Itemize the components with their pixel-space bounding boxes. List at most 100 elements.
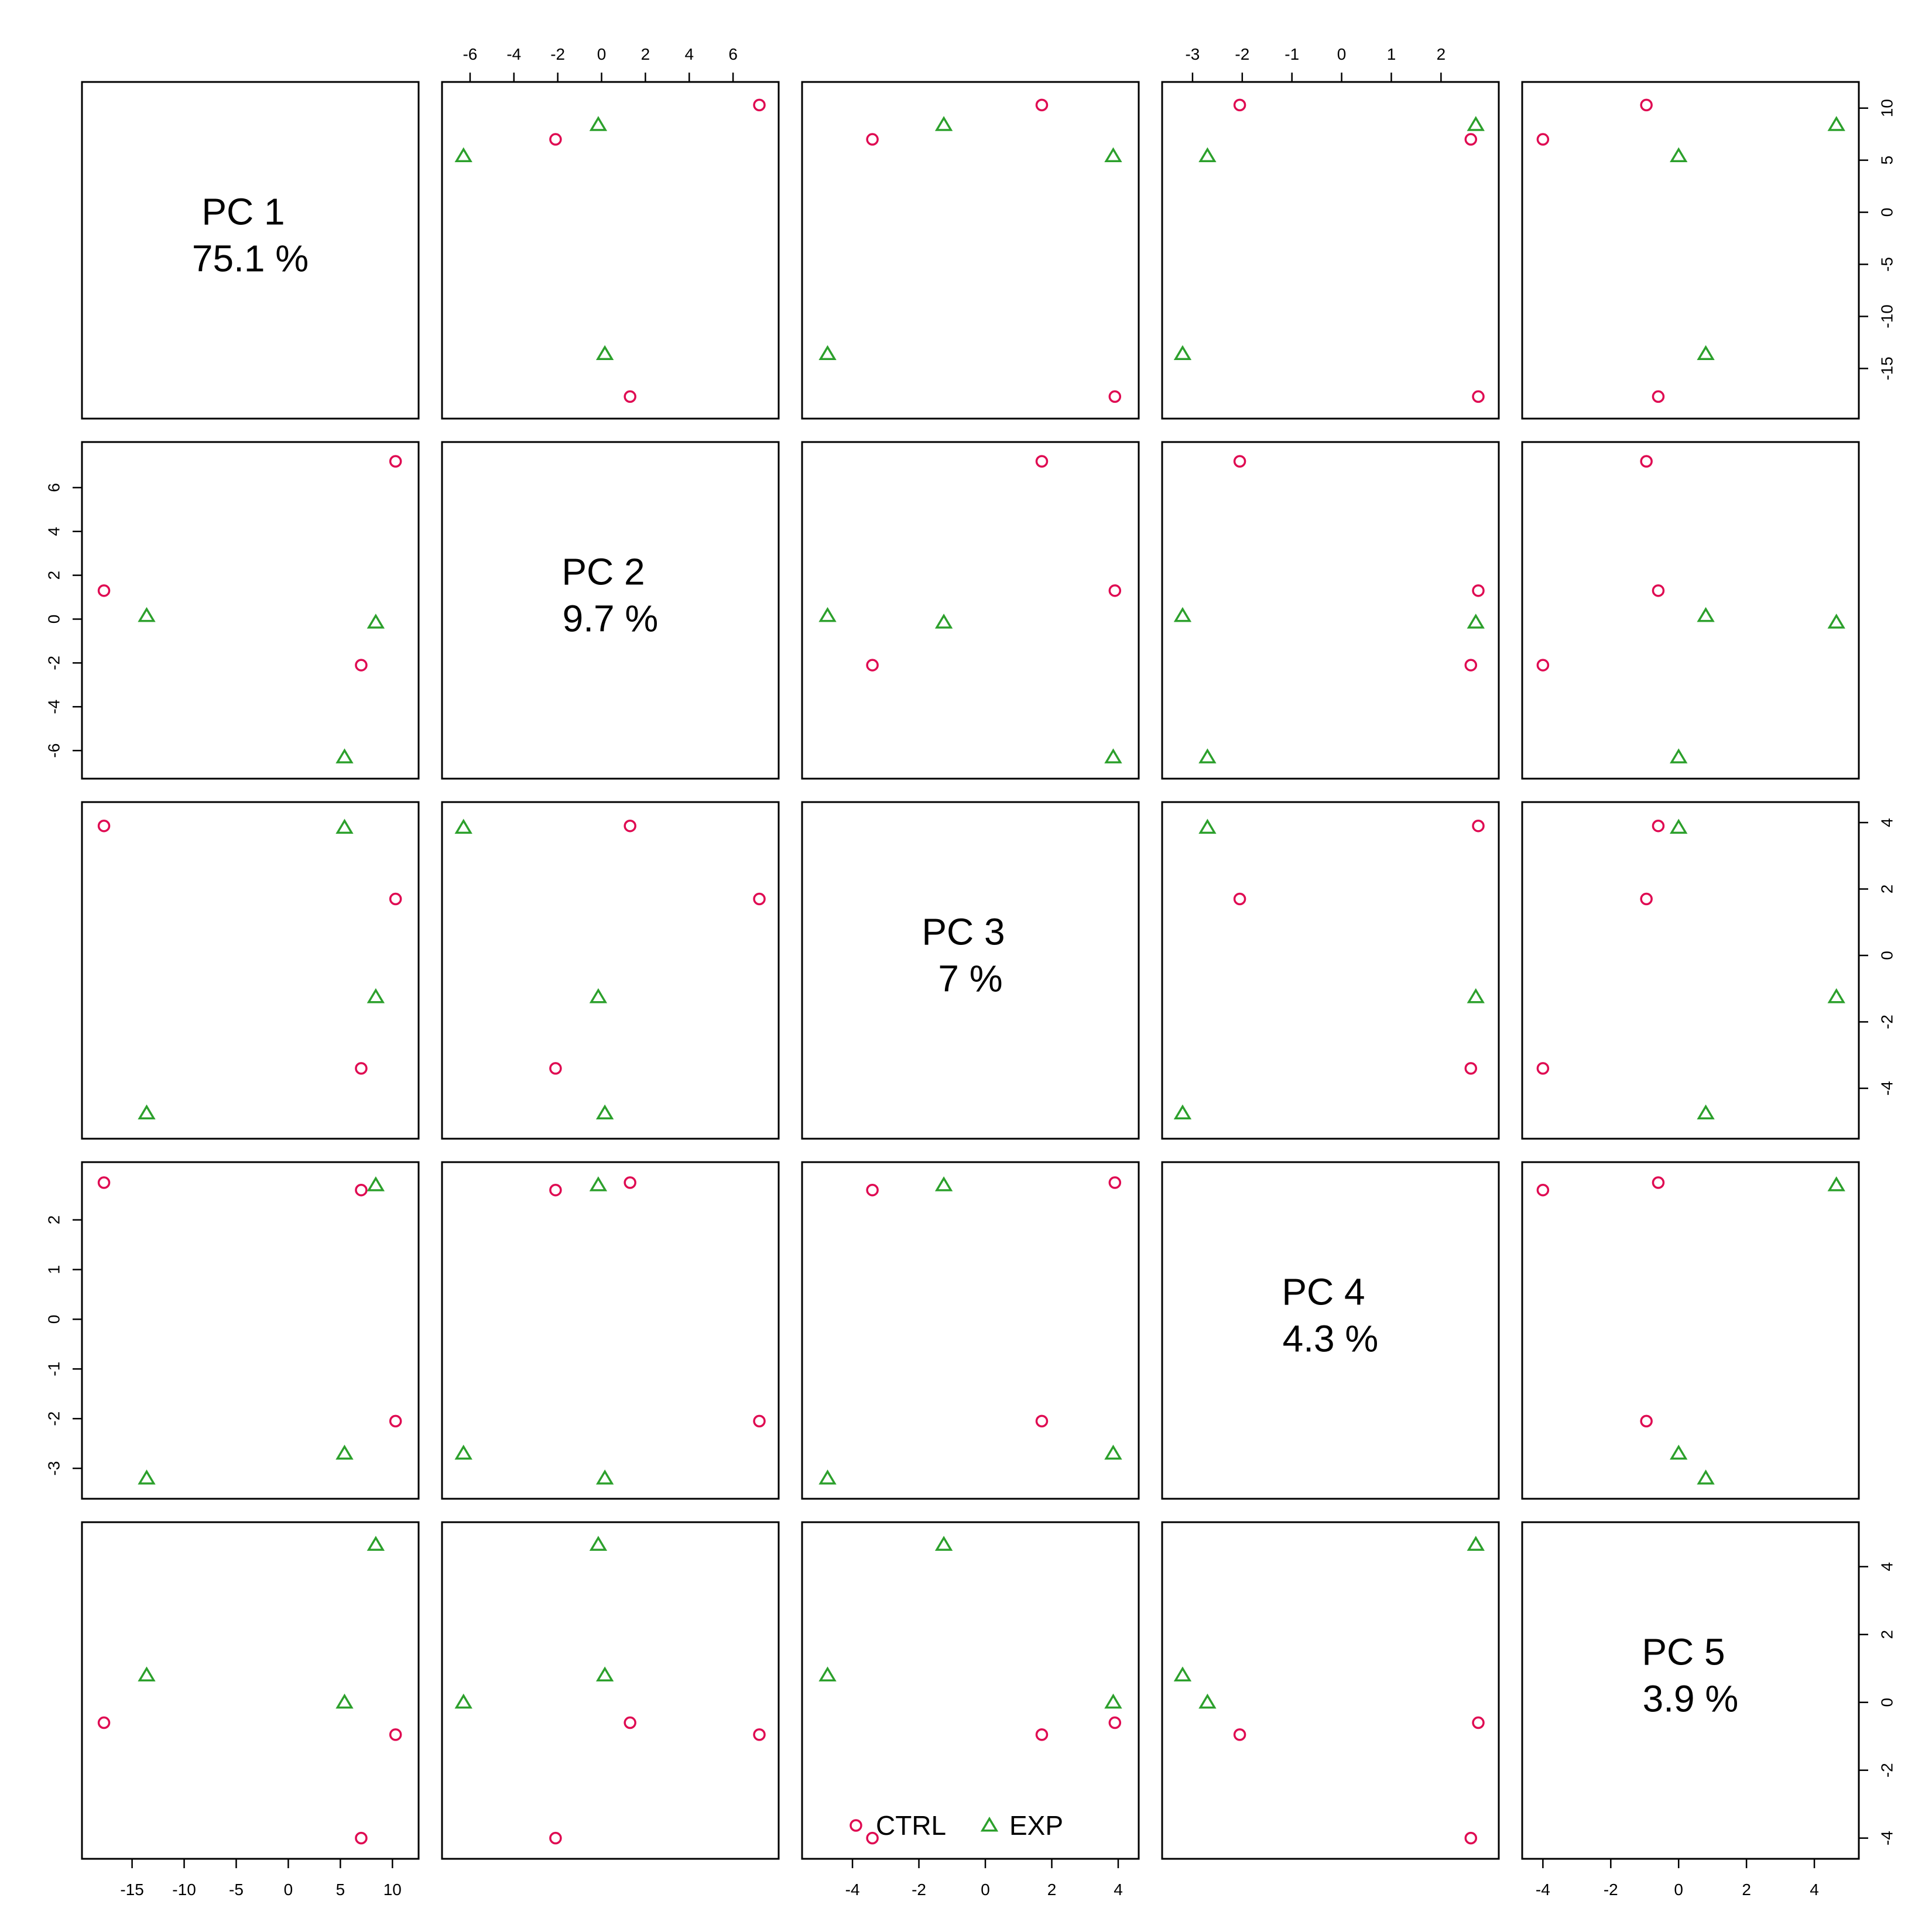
point-ctrl-1 (97, 1716, 111, 1729)
x-tick-label: -2 (550, 45, 565, 63)
point-ctrl-1 (1652, 1176, 1665, 1189)
point-exp-5 (335, 1693, 354, 1709)
point-ctrl-3 (1233, 98, 1246, 112)
panel-frame (1521, 441, 1860, 780)
y-tick-label: 1 (45, 1265, 63, 1275)
point-ctrl-1 (1108, 584, 1122, 597)
point-exp-6 (1827, 116, 1845, 131)
x-tick-label: -2 (1235, 45, 1249, 63)
point-exp-5 (1670, 748, 1688, 763)
panel-frame (441, 441, 780, 780)
panel-1-2 (441, 81, 780, 420)
y-tick-label: -15 (1878, 357, 1896, 380)
variance-label: 75.1 % (192, 238, 309, 280)
panel-frame (1161, 441, 1500, 780)
point-ctrl-2 (355, 1062, 368, 1075)
point-exp-4 (138, 1666, 156, 1681)
y-tick-label: -6 (45, 744, 63, 758)
y-tick-label: -2 (45, 1412, 63, 1426)
point-exp-6 (1827, 988, 1845, 1003)
point-exp-4 (595, 345, 614, 361)
panel-frame (801, 1521, 1140, 1860)
y-axis-5: -4 -2 0 2 4 (1858, 1562, 1896, 1845)
x-tick-label: 4 (1810, 1880, 1819, 1899)
y-tick-label: 10 (1878, 99, 1896, 117)
point-ctrl-3 (1233, 1728, 1246, 1741)
y-tick-label: 5 (1878, 156, 1896, 165)
point-exp-4 (1697, 1469, 1715, 1485)
point-exp-4 (595, 1666, 614, 1681)
panel-frame (1161, 801, 1500, 1140)
x-axis-3: -4 -2 0 2 4 (845, 1858, 1123, 1899)
x-tick-label: -2 (1604, 1880, 1618, 1899)
point-ctrl-2 (549, 133, 562, 146)
y-tick-label: 0 (45, 615, 63, 624)
point-exp-4 (818, 345, 837, 361)
panel-2-5 (1521, 441, 1860, 780)
point-ctrl-1 (1652, 584, 1665, 597)
y-axis-3: -4 -2 0 2 4 (1858, 818, 1896, 1095)
point-exp-5 (1104, 748, 1122, 763)
point-ctrl-2 (1464, 1831, 1478, 1845)
point-ctrl-1 (1472, 819, 1485, 833)
x-tick-label: 0 (1337, 45, 1347, 63)
x-tick-label: -10 (172, 1880, 196, 1899)
panel-frame (441, 801, 780, 1140)
point-ctrl-1 (624, 1176, 636, 1189)
panel-frame (441, 1161, 780, 1500)
point-exp-5 (1198, 748, 1217, 763)
x-tick-label: 4 (1114, 1880, 1123, 1899)
y-tick-label: -1 (45, 1362, 63, 1376)
panel-3-1 (81, 801, 420, 1140)
point-ctrl-1 (1108, 390, 1122, 403)
point-ctrl-3 (1640, 1414, 1653, 1428)
panel-3-4 (1161, 801, 1500, 1140)
y-tick-label: 6 (45, 483, 63, 492)
variable-label: PC 2 (561, 551, 645, 593)
point-exp-6 (1827, 614, 1845, 629)
point-ctrl-1 (1652, 819, 1665, 833)
x-tick-label: 2 (1437, 45, 1446, 63)
panel-5-3 (801, 1521, 1140, 1860)
point-ctrl-2 (549, 1062, 562, 1075)
point-ctrl-3 (389, 1728, 402, 1741)
x-tick-label: 5 (336, 1880, 345, 1899)
point-exp-5 (1198, 1693, 1217, 1709)
panel-frame (801, 81, 1140, 420)
panel-3-2 (441, 801, 780, 1140)
point-exp-4 (818, 1469, 837, 1485)
point-exp-5 (1670, 818, 1688, 834)
panel-frame (81, 81, 420, 420)
legend-marker-exp (980, 1817, 999, 1832)
point-ctrl-3 (1035, 1414, 1049, 1428)
y-axis-2: -6 -4 -2 0 2 4 6 (45, 483, 83, 758)
point-ctrl-1 (1652, 390, 1665, 403)
panel-1-1: PC 1 75.1 % (81, 81, 420, 420)
y-tick-label: 2 (1878, 885, 1896, 894)
panel-2-4 (1161, 441, 1500, 780)
point-exp-6 (934, 1536, 953, 1551)
x-tick-label: 0 (981, 1880, 990, 1899)
legend-label: EXP (1009, 1810, 1063, 1841)
panel-frame (1161, 81, 1500, 420)
panel-frame (81, 1521, 420, 1860)
y-tick-label: 2 (45, 1215, 63, 1225)
x-tick-label: 0 (284, 1880, 293, 1899)
y-tick-label: 2 (1878, 1630, 1896, 1639)
panel-frame (441, 81, 780, 420)
variable-label: PC 3 (922, 911, 1005, 953)
point-ctrl-2 (1536, 1062, 1550, 1075)
point-ctrl-3 (1035, 1728, 1049, 1741)
panel-frame (441, 1521, 780, 1860)
legend-item-ctrl: CTRL (849, 1810, 946, 1841)
point-ctrl-3 (1233, 455, 1246, 468)
legend-label: CTRL (876, 1810, 946, 1841)
x-tick-label: 2 (1047, 1880, 1057, 1899)
point-ctrl-1 (1108, 1716, 1122, 1729)
point-exp-4 (595, 1104, 614, 1120)
point-exp-6 (1467, 1536, 1485, 1551)
variance-label: 7 % (938, 958, 1002, 1000)
point-exp-6 (589, 1536, 608, 1551)
point-ctrl-2 (1536, 133, 1550, 146)
